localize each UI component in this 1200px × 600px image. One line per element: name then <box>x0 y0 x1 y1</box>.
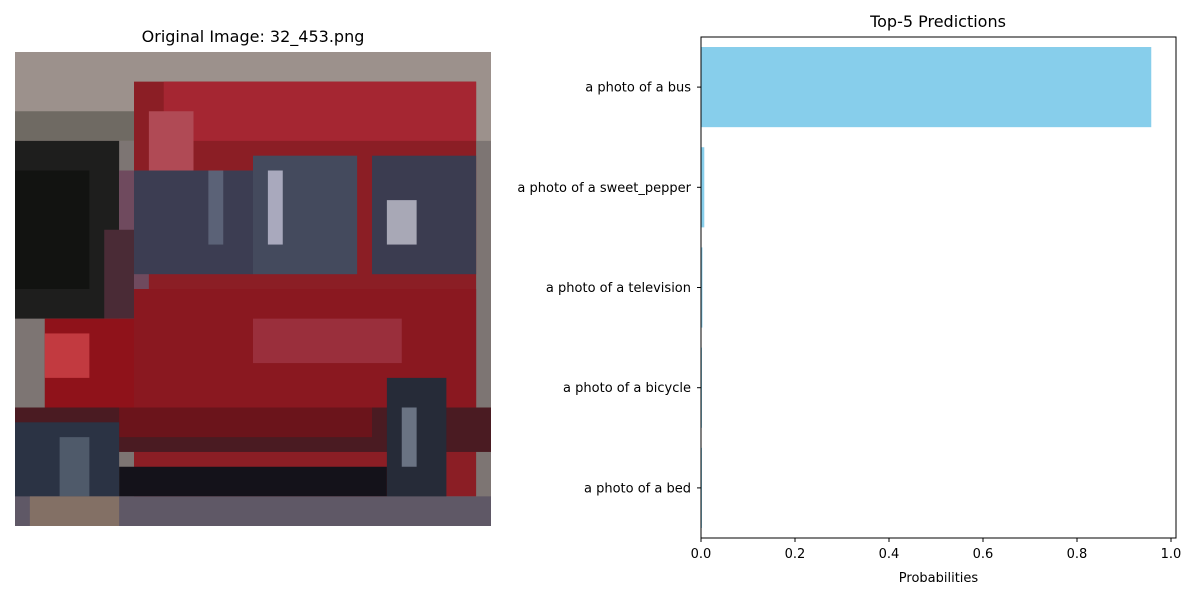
x-tick-label: 0.6 <box>973 547 994 562</box>
bar-0 <box>701 47 1152 128</box>
y-tick-label: a photo of a television <box>546 281 691 296</box>
x-tick-label: 0.0 <box>691 547 712 562</box>
x-axis-label: Probabilities <box>899 571 979 586</box>
chart-title: Top-5 Predictions <box>870 12 1006 31</box>
x-tick-label: 0.2 <box>785 547 806 562</box>
plot-frame <box>700 36 1177 539</box>
y-tick-label: a photo of a sweet_pepper <box>517 181 691 196</box>
x-tick-label: 0.8 <box>1067 547 1088 562</box>
image-title: Original Image: 32_453.png <box>141 27 365 46</box>
bar-2 <box>701 247 703 328</box>
y-tick-label: a photo of a bicycle <box>563 381 691 396</box>
x-tick-label: 1.0 <box>1161 547 1182 562</box>
y-tick-label: a photo of a bed <box>584 481 691 496</box>
x-tick-label: 0.4 <box>879 547 900 562</box>
bar-1 <box>701 147 705 228</box>
y-tick-label: a photo of a bus <box>585 81 691 96</box>
original-image <box>15 52 491 526</box>
bus-thumbnail-image <box>15 52 491 526</box>
